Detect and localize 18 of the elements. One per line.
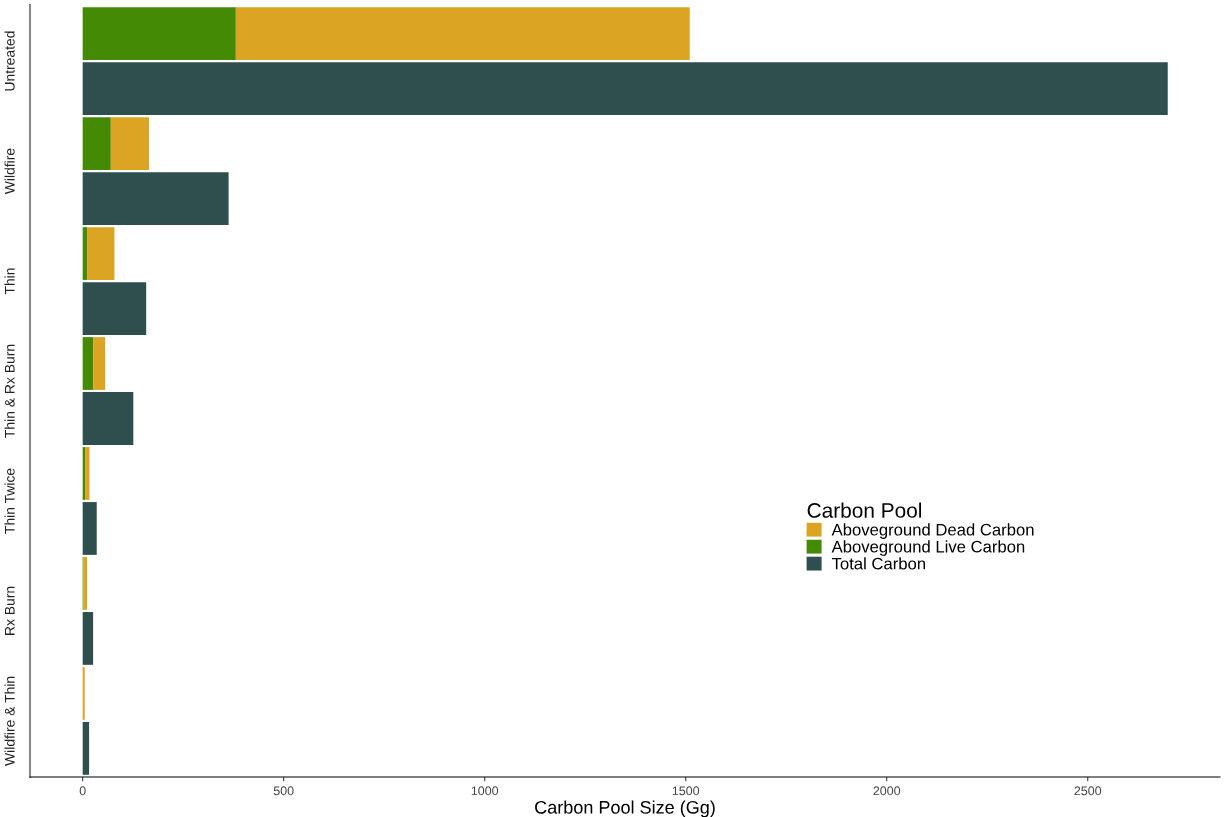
legend-label: Aboveground Dead Carbon bbox=[831, 523, 1034, 539]
text: Rx Burn bbox=[5, 586, 15, 635]
legend-label: Total Carbon bbox=[831, 557, 926, 570]
text: Untreated bbox=[4, 31, 15, 91]
x-tick-label: 1000 bbox=[471, 786, 499, 796]
text: Thin bbox=[4, 268, 15, 295]
text: Wildfire & Thin bbox=[4, 676, 15, 766]
x-tick-label: 1500 bbox=[672, 786, 700, 796]
x-tick-label: 2000 bbox=[873, 786, 901, 796]
x-axis-title: Carbon Pool Size (Gg) bbox=[535, 800, 715, 817]
x-tick-label: 0 bbox=[79, 786, 86, 796]
x-tick-label: 2500 bbox=[1074, 786, 1102, 796]
text: Thin Twice bbox=[4, 468, 15, 534]
text: Thin & Rx Burn bbox=[4, 344, 15, 438]
legend-title: Carbon Pool bbox=[807, 502, 922, 518]
x-tick-label: 500 bbox=[273, 786, 294, 796]
legend-label: Aboveground Live Carbon bbox=[831, 540, 1025, 556]
text: Wildfire bbox=[4, 148, 15, 195]
